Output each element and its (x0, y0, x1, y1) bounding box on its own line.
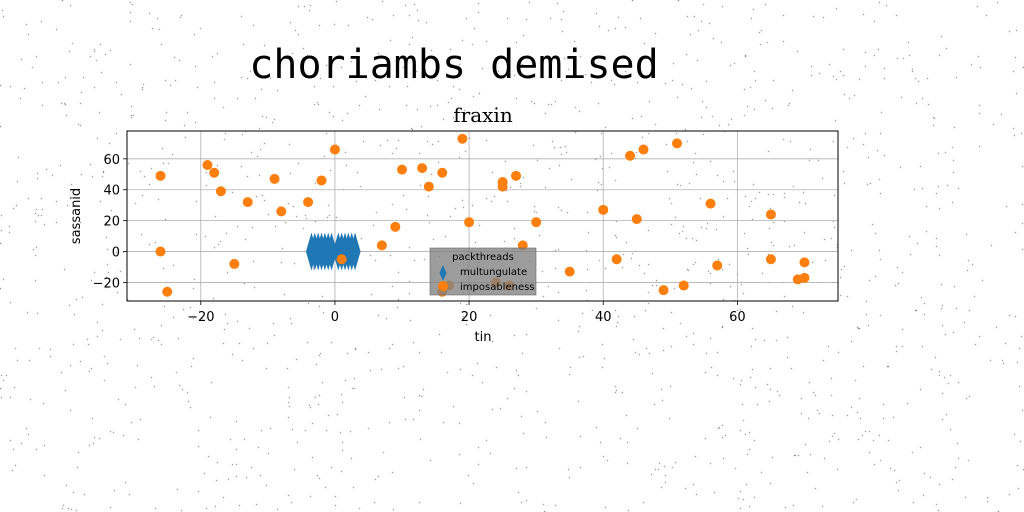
data-point (397, 164, 408, 175)
plot-markers (155, 133, 810, 297)
data-point (155, 246, 166, 257)
data-point (765, 209, 776, 220)
series-imposableness (155, 133, 810, 297)
data-point (229, 258, 240, 269)
data-point (276, 206, 287, 217)
data-point (638, 144, 649, 155)
data-point (326, 232, 338, 271)
data-point (765, 254, 776, 265)
data-point (202, 160, 213, 170)
data-point (215, 186, 226, 197)
data-point (376, 240, 387, 251)
data-point (457, 133, 468, 144)
data-point (242, 197, 253, 208)
x-tick-label: 40 (595, 310, 612, 325)
data-point (464, 217, 475, 228)
y-axis-label: sassanid (69, 188, 84, 244)
chart-title: fraxin (453, 103, 513, 127)
x-tick-label: 0 (331, 310, 339, 325)
data-point (497, 181, 508, 192)
data-point (269, 173, 280, 184)
data-point (423, 181, 434, 192)
y-axis-ticks: −20 0 20 40 60 (93, 153, 127, 291)
series-multungulate (305, 232, 361, 271)
y-tick-label: 0 (112, 246, 120, 261)
data-point (162, 286, 173, 297)
x-axis-ticks: −20 0 20 40 60 (187, 301, 746, 325)
data-point (598, 204, 609, 215)
y-tick-label: 40 (103, 184, 120, 199)
data-point (712, 260, 723, 271)
data-point (303, 197, 314, 208)
legend-marker-imposableness (438, 281, 448, 291)
y-tick-label: 60 (103, 153, 120, 168)
legend-label-multungulate: multungulate (460, 267, 527, 278)
data-point (336, 254, 347, 265)
data-point (316, 175, 327, 186)
y-tick-label: −20 (93, 276, 120, 291)
data-point (799, 272, 810, 283)
data-point (417, 163, 428, 174)
data-point (209, 167, 220, 178)
data-point (631, 214, 642, 225)
plot-frame (126, 130, 839, 302)
data-point (705, 198, 716, 209)
data-point (155, 170, 166, 181)
data-point (329, 144, 340, 155)
data-point (437, 167, 448, 178)
data-point (390, 221, 401, 232)
data-point (531, 217, 542, 228)
legend-marker-multungulate (439, 265, 447, 281)
data-point (349, 232, 361, 271)
figure-title: choriambs demised (249, 42, 658, 88)
data-point (511, 170, 522, 181)
y-tick-label: 20 (103, 215, 120, 230)
data-point (564, 266, 575, 277)
legend-title: packthreads (452, 252, 514, 263)
legend: packthreads multungulate imposableness (429, 247, 537, 296)
x-tick-label: 60 (729, 310, 746, 325)
legend-label-imposableness: imposableness (460, 282, 535, 293)
data-point (672, 138, 683, 149)
data-point (625, 150, 636, 161)
x-tick-label: −20 (187, 310, 214, 325)
data-point (658, 285, 669, 296)
data-point (799, 257, 810, 268)
x-tick-label: 20 (461, 310, 478, 325)
data-point (611, 254, 622, 265)
data-point (678, 280, 689, 291)
x-axis-label: tin (475, 330, 492, 345)
